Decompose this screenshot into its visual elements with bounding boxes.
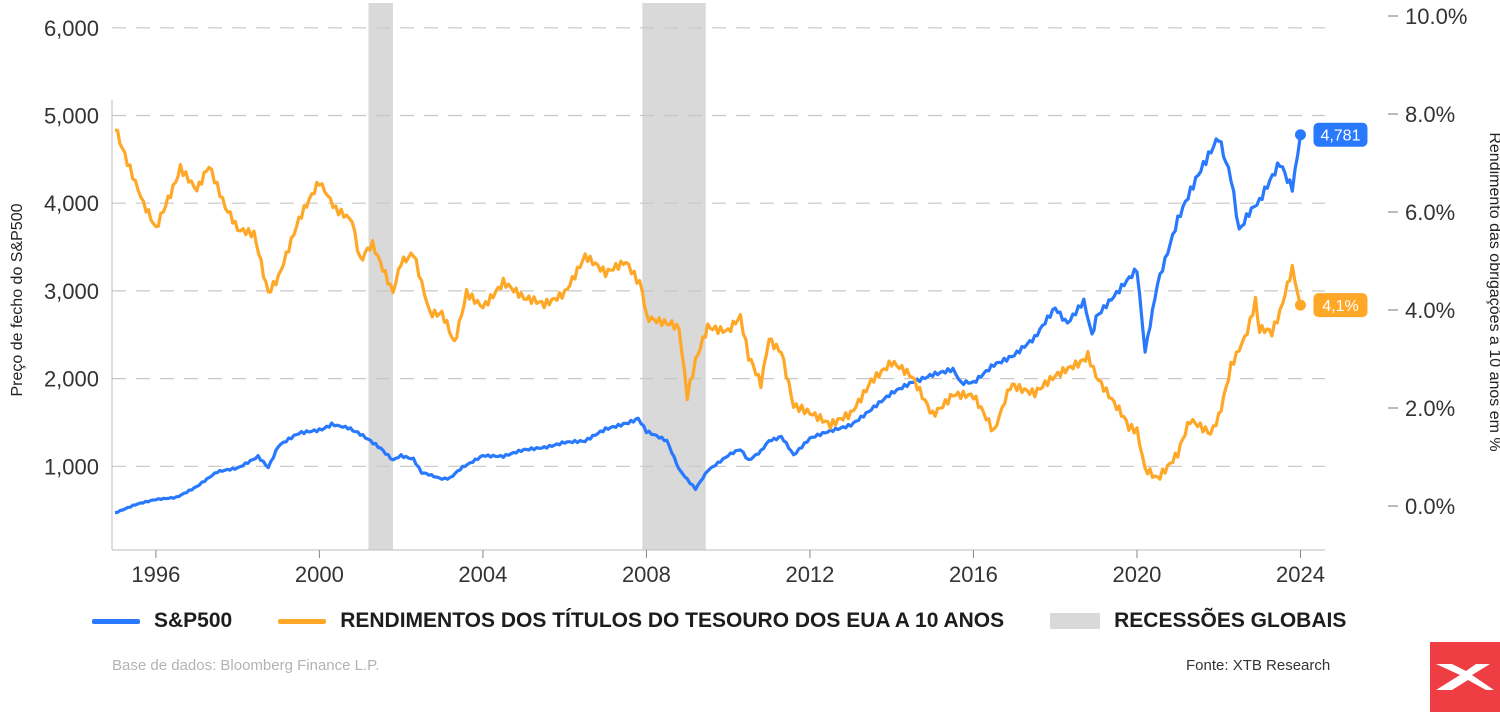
legend-item-treasury-yield[interactable]: RENDIMENTOS DOS TÍTULOS DO TESOURO DOS E… (278, 609, 1004, 633)
data-source-note: Base de dados: Bloomberg Finance L.P. (112, 657, 380, 674)
end-labels: 4,781 4,1% (1294, 122, 1368, 318)
sp500-end-label-bg (1313, 122, 1368, 147)
x-tick-label: 2016 (949, 562, 998, 587)
x-tick-label: 2008 (622, 562, 671, 587)
axes (111, 100, 1325, 551)
sp500-end-label: 4,781 (1320, 128, 1360, 145)
recession-band-1 (642, 3, 706, 550)
right-tick-label: 10.0% (1405, 4, 1467, 29)
legend: S&P500 RENDIMENTOS DOS TÍTULOS DO TESOUR… (92, 604, 1392, 638)
left-tick-label: 1,000 (44, 454, 99, 479)
x-tick-label: 2000 (295, 562, 344, 587)
right-tick-label: 8.0% (1405, 102, 1455, 127)
recession-band-0 (368, 3, 393, 550)
treasury-yield-end-dot (1294, 299, 1306, 311)
x-tick-label: 1996 (131, 562, 180, 587)
treasury-yield-end-label: 4,1% (1322, 298, 1358, 315)
research-source-note: Fonte: XTB Research (1186, 657, 1331, 674)
x-tick-label: 2020 (1112, 562, 1161, 587)
treasury-yield-end-label-bg (1313, 293, 1368, 318)
left-axis-ticks: 1,000 2,000 3,000 4,000 5,000 6,000 (44, 16, 99, 479)
x-tick-label: 2012 (785, 562, 834, 587)
right-tick-label: 4.0% (1405, 298, 1455, 323)
series (114, 128, 1303, 515)
right-axis-ticks: 0.0% 2.0% 4.0% 6.0% 8.0% 10.0% (1388, 4, 1467, 519)
legend-label-treasury-yield: RENDIMENTOS DOS TÍTULOS DO TESOURO DOS E… (340, 609, 1005, 632)
left-tick-label: 3,000 (44, 279, 99, 304)
sp500-end-dot (1294, 129, 1306, 141)
right-tick-label: 0.0% (1405, 494, 1455, 519)
x-tick-label: 2004 (458, 562, 507, 587)
recession-bands (368, 3, 706, 550)
legend-item-recessions[interactable]: RECESSÕES GLOBAIS (1050, 609, 1346, 633)
sp500-line (114, 134, 1303, 515)
left-tick-label: 6,000 (44, 16, 99, 41)
legend-swatch-sp500 (92, 618, 140, 624)
right-axis-title: Rendimento das obrigações a 10 anos em % (1486, 132, 1500, 451)
legend-item-sp500[interactable]: S&P500 (92, 609, 232, 633)
legend-swatch-recessions (1050, 613, 1101, 629)
right-tick-label: 2.0% (1405, 396, 1455, 421)
gridlines (112, 27, 1325, 467)
xtb-logo[interactable] (1430, 642, 1500, 712)
legend-swatch-treasury-yield (278, 618, 327, 624)
left-tick-label: 5,000 (44, 104, 99, 129)
legend-label-sp500: S&P500 (154, 609, 233, 632)
right-tick-label: 6.0% (1405, 200, 1455, 225)
treasury-yield-line (114, 128, 1303, 481)
x-tick-label: 2024 (1276, 562, 1325, 587)
left-axis-title: Preço de fecho do S&P500 (9, 203, 26, 396)
x-axis-ticks: 1996 2000 2004 2008 2012 2016 2020 2024 (131, 550, 1325, 587)
left-tick-label: 4,000 (44, 191, 99, 216)
legend-label-recessions: RECESSÕES GLOBAIS (1114, 609, 1347, 632)
xtb-x-icon (1436, 664, 1494, 690)
left-tick-label: 2,000 (44, 367, 99, 392)
